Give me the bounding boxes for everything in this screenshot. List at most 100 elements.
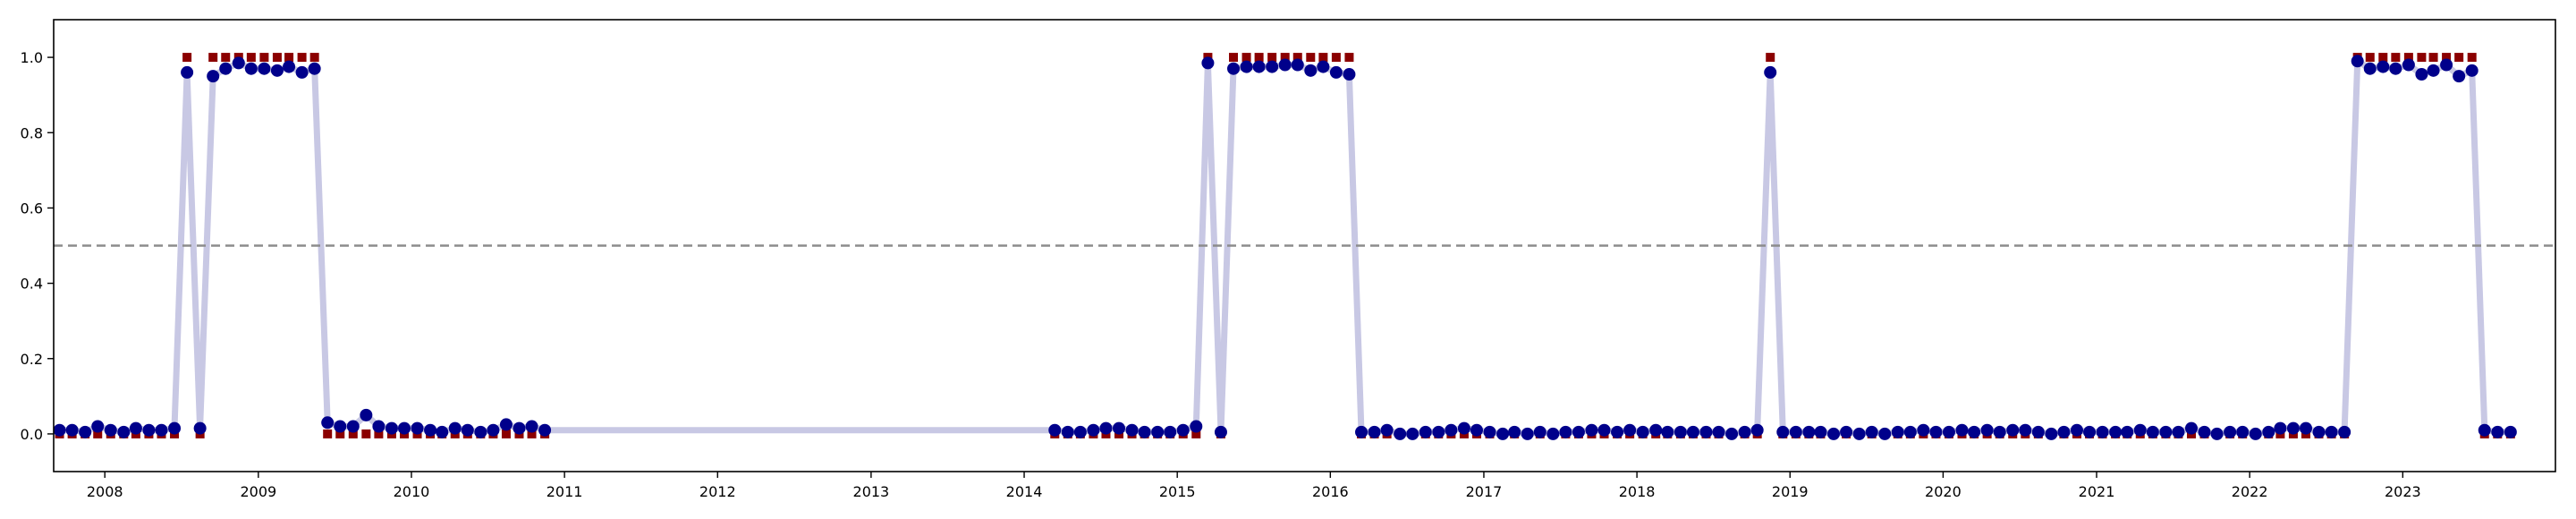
probability-point [1636,425,1649,438]
probability-point [2083,425,2097,438]
probability-point [2198,425,2211,438]
probability-point [1611,425,1624,438]
probability-point [1406,427,1419,440]
probability-point [2465,64,2479,77]
probability-point [1533,425,1546,438]
probability-point [2325,425,2338,438]
y-tick-label: 0.8 [21,124,43,141]
probability-point [538,423,552,437]
label-marker [1229,53,1239,63]
probability-point [1355,425,1368,438]
y-tick-label: 0.4 [21,276,43,293]
probability-point [181,65,194,79]
probability-point [1764,65,1777,79]
probability-point [2415,68,2428,81]
probability-point [1368,425,1381,438]
label-marker [374,429,384,438]
probability-point [1623,423,1637,437]
probability-point [372,420,386,433]
label-marker [2391,53,2401,63]
probability-marker-layer [53,55,2517,440]
probability-point [117,425,131,438]
probability-point [1252,60,1266,73]
probability-point [193,421,207,435]
probability-point [1227,62,1241,75]
probability-point [1508,425,1521,438]
probability-point [2427,64,2440,77]
probability-point [2096,425,2109,438]
probability-point [2019,423,2032,437]
label-marker [2467,53,2477,63]
probability-point [1929,425,1943,438]
probability-point [1827,427,1841,440]
probability-point [2057,425,2071,438]
probability-point [1878,427,1892,440]
x-tick-label: 2009 [240,483,276,500]
x-tick-label: 2012 [699,483,736,500]
probability-point [2262,425,2275,438]
probability-point [2146,425,2159,438]
probability-point [207,70,220,83]
probability-point [1559,425,1572,438]
probability-point [385,421,398,435]
axis-layer: 0.0 0.2 0.4 0.6 0.8 1.0 2008 2009 2010 2011 2012 20… [21,49,2421,500]
probability-point [1151,425,1165,438]
probability-point [1457,421,1470,435]
probability-point [2224,425,2237,438]
label-marker [93,429,103,438]
probability-point [2070,423,2083,437]
probability-point [2210,427,2224,440]
probability-point [1802,425,1816,438]
probability-point [436,425,449,438]
label-marker [501,429,511,438]
probability-point [295,65,309,79]
probability-point [2249,427,2262,440]
probability-point [1278,58,1292,72]
probability-point [360,408,373,421]
x-tick-label: 2018 [1619,483,1656,500]
probability-point [2286,421,2300,435]
probability-point [1750,423,1764,437]
probability-point [1099,421,1113,435]
probability-point [270,64,284,77]
probability-point [1572,425,1585,438]
x-tick-label: 2017 [1466,483,1503,500]
label-marker [246,53,256,63]
label-marker [284,53,294,63]
probability-point [1470,423,1483,437]
label-marker [309,53,319,63]
probability-point [411,421,424,435]
label-marker [1241,53,1251,63]
probability-point [1113,421,1126,435]
probability-point [525,420,538,433]
probability-point [1394,427,1407,440]
x-tick-label: 2013 [853,483,890,500]
probability-point [1291,58,1304,72]
label-marker [2365,53,2375,63]
probability-point [1712,425,1725,438]
probability-point [1649,423,1663,437]
probability-point [1840,425,1853,438]
probability-point [2377,60,2390,73]
x-tick-label: 2008 [87,483,123,500]
probability-point [142,423,156,437]
label-marker [1267,53,1277,63]
probability-point [1789,425,1802,438]
probability-point [1240,60,1253,73]
probability-point [79,425,92,438]
probability-point [1317,60,1330,73]
probability-point [1585,423,1598,437]
probability-point [1343,68,1356,81]
probability-point [53,423,66,437]
probability-point [1597,423,1611,437]
probability-point [1496,427,1510,440]
probability-point [1661,425,1674,438]
y-tick-label: 0.6 [21,200,43,217]
probability-point [424,423,437,437]
label-marker [361,429,371,438]
label-marker [1191,429,1201,438]
probability-point [1176,423,1190,437]
probability-point [2363,62,2377,75]
probability-point [1674,425,1687,438]
